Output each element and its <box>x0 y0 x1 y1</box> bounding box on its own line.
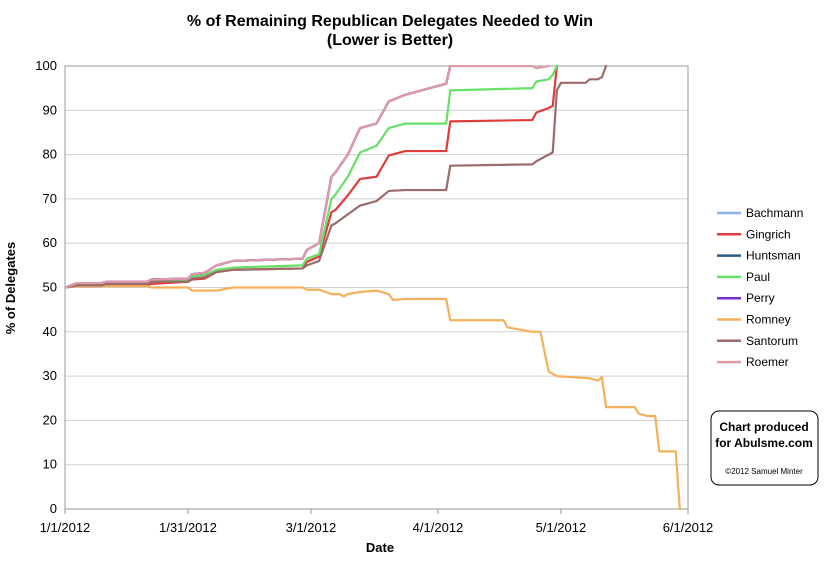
legend-label-roemer: Roemer <box>746 355 789 369</box>
x-tick-label: 6/1/2012 <box>663 520 714 535</box>
chart-subtitle: (Lower is Better) <box>327 32 453 49</box>
y-tick-label: 40 <box>43 324 57 339</box>
credit-line-1: Chart produced <box>719 420 808 434</box>
y-tick-label: 80 <box>43 147 57 162</box>
y-tick-label: 20 <box>43 412 57 427</box>
legend-label-bachmann: Bachmann <box>746 206 803 220</box>
x-tick-label: 5/1/2012 <box>536 520 587 535</box>
x-axis-title: Date <box>366 540 394 555</box>
legend-label-santorum: Santorum <box>746 334 798 348</box>
y-axis-ticks: 0 10 20 30 40 50 60 70 80 90 100 <box>35 58 57 516</box>
y-tick-label: 60 <box>43 235 57 250</box>
legend-label-gingrich: Gingrich <box>746 227 791 241</box>
credit-box: Chart produced for Abulsme.com ©2012 Sam… <box>710 410 819 486</box>
series-line-roemer <box>65 65 550 289</box>
x-tick-label: 3/1/2012 <box>286 520 337 535</box>
y-tick-label: 30 <box>43 368 57 383</box>
legend-label-perry: Perry <box>746 291 775 305</box>
x-tick-label: 1/31/2012 <box>159 520 217 535</box>
chart-title: % of Remaining Republican Delegates Need… <box>187 13 593 30</box>
credit-line-2: for Abulsme.com <box>715 436 813 450</box>
y-tick-label: 70 <box>43 191 57 206</box>
x-tick-label: 4/1/2012 <box>413 520 464 535</box>
y-tick-label: 10 <box>43 457 57 472</box>
y-tick-label: 50 <box>43 280 57 295</box>
y-tick-label: 100 <box>35 58 57 73</box>
series-lines <box>65 65 681 510</box>
y-tick-label: 0 <box>50 501 57 516</box>
credit-box-border <box>710 410 819 486</box>
series-line-romney <box>65 285 681 510</box>
legend-label-romney: Romney <box>746 313 791 327</box>
legend-label-paul: Paul <box>746 270 770 284</box>
series-line-santorum <box>65 65 608 289</box>
y-tick-label: 90 <box>43 102 57 117</box>
credit-line-3: ©2012 Samuel Minter <box>725 467 803 476</box>
y-axis-title: % of Delegates <box>3 242 18 334</box>
x-tick-label: 1/1/2012 <box>40 520 91 535</box>
x-axis-ticks: 1/1/2012 1/31/2012 3/1/2012 4/1/2012 5/1/201… <box>40 509 714 535</box>
series-line-gingrich <box>65 65 558 289</box>
legend: Bachmann Gingrich Huntsman Paul Perry Romney S… <box>717 206 803 369</box>
series-line-paul <box>65 65 558 289</box>
legend-label-huntsman: Huntsman <box>746 249 801 263</box>
